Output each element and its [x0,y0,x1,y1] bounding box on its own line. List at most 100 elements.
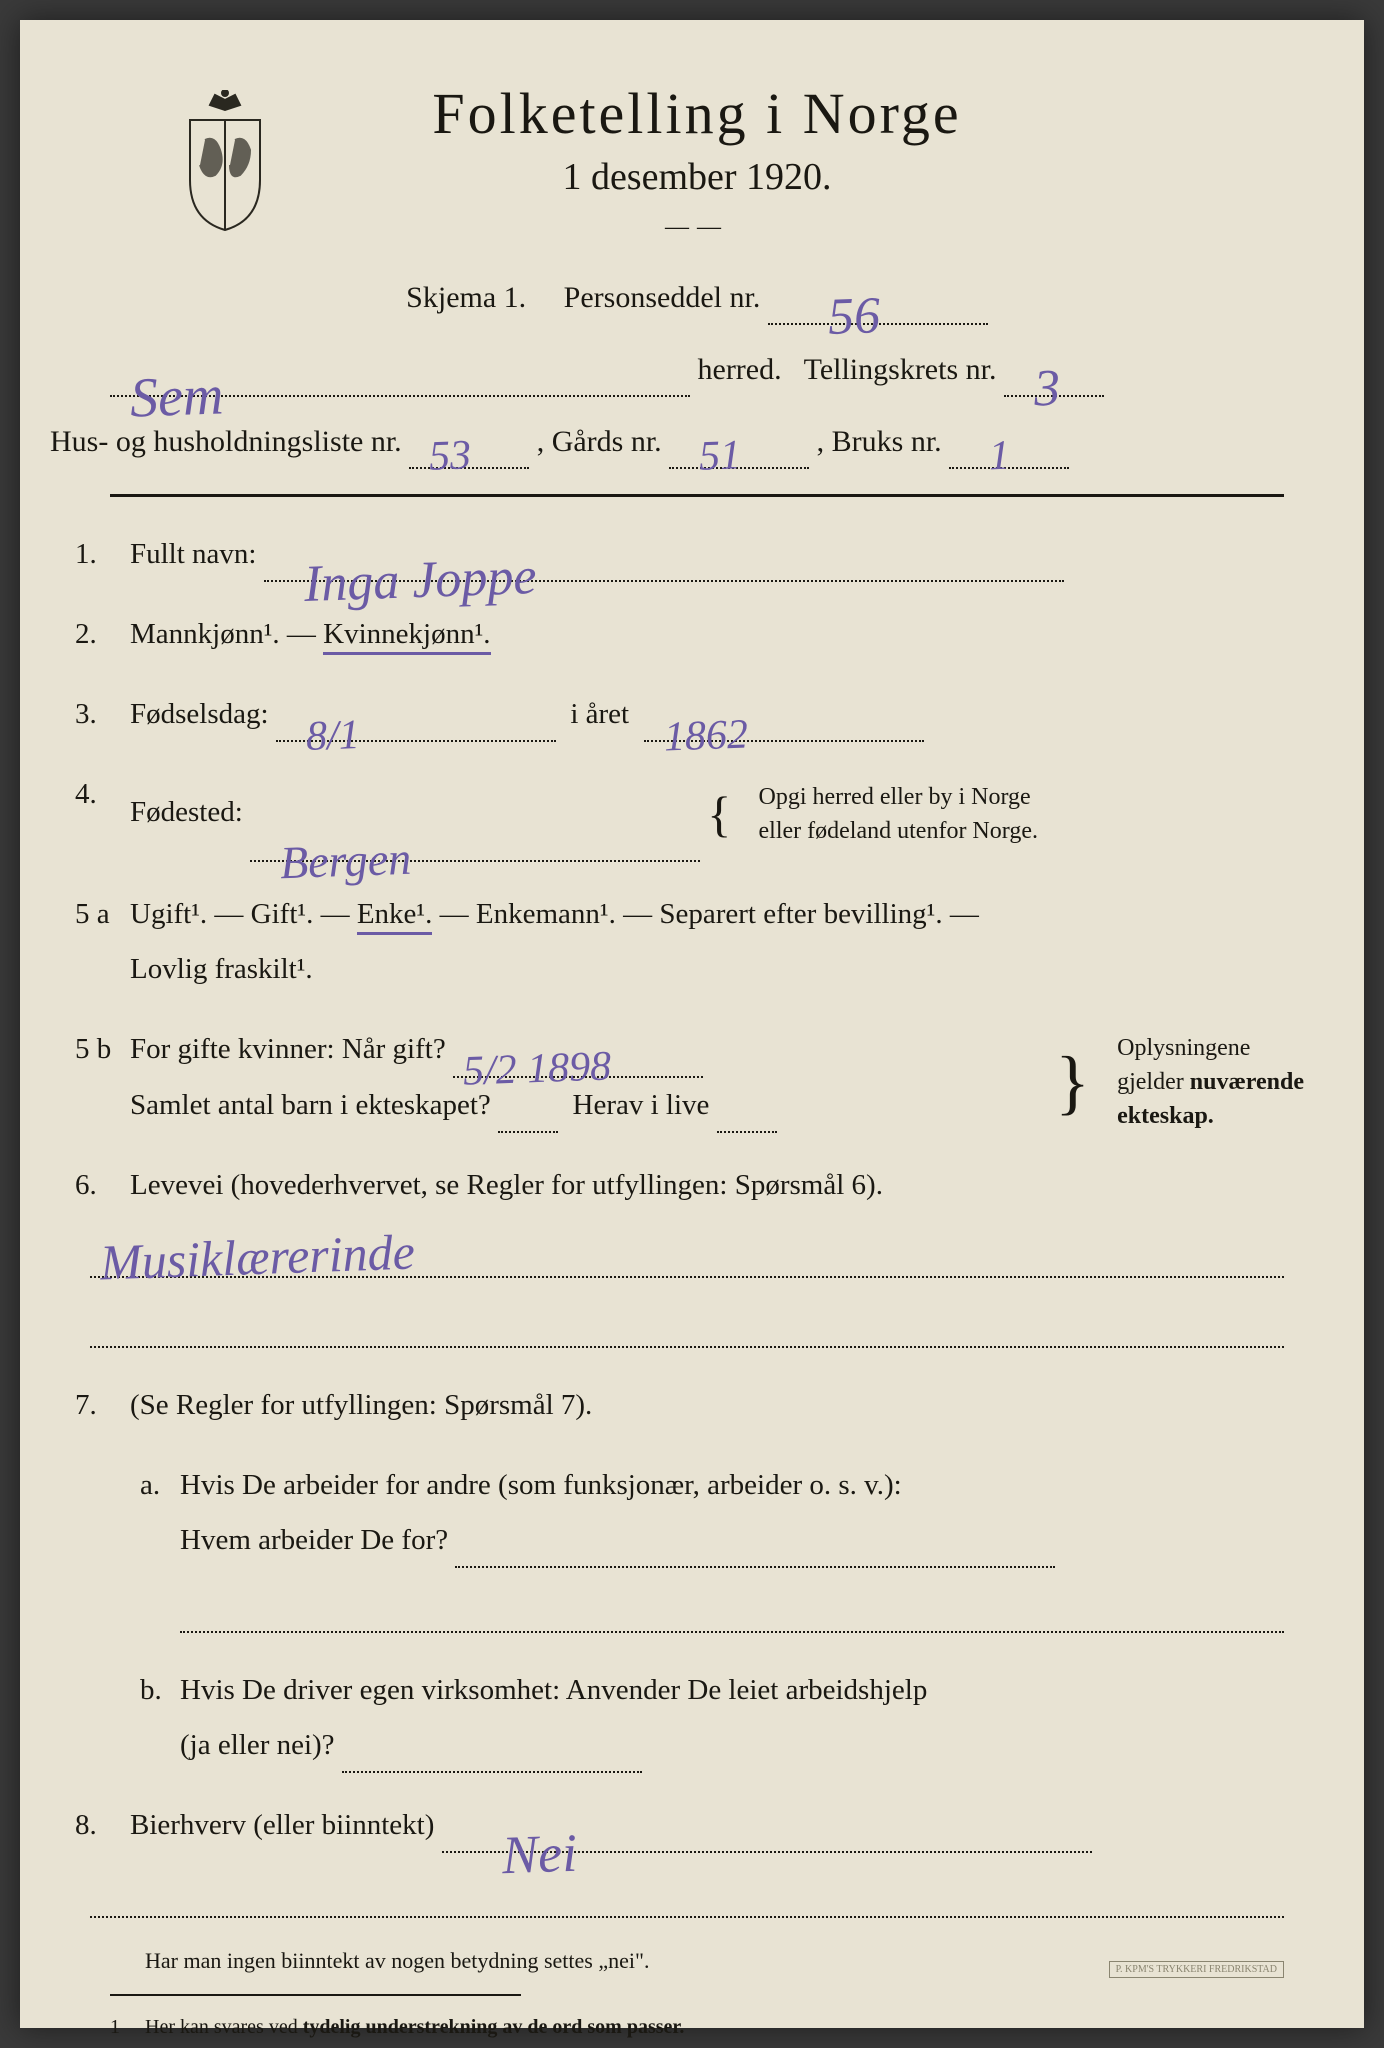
husliste-value: 53 [428,418,473,495]
q5b-field3 [717,1103,777,1133]
husliste-field: 53 [409,439,529,469]
q2-mann: Mannkjønn¹. [130,618,280,650]
census-form-page: Folketelling i Norge 1 desember 1920. ——… [20,20,1364,2028]
question-1: 1. Fullt navn: Inga Joppe [110,527,1284,582]
question-7a: a. Hvis De arbeider for andre (som funks… [110,1458,1284,1568]
tellingskrets-field: 3 [1004,367,1104,397]
gards-value: 51 [698,418,743,495]
q7b-line2: (ja eller nei)? [180,1729,335,1761]
q7b-line1: Hvis De driver egen virksomhet: Anvender… [180,1674,927,1706]
q2-num: 2. [75,607,97,662]
main-title: Folketelling i Norge [110,80,1284,147]
q4-note-line1: Opgi herred eller by i Norge [759,784,1031,810]
q5b-field2 [498,1103,558,1133]
q3-year-field: 1862 [644,712,924,742]
q6-field-2 [90,1308,1284,1348]
q7-num: 7. [75,1378,97,1433]
header-section: Folketelling i Norge 1 desember 1920. —— [110,80,1284,241]
q5b-note: Oplysningene gjelder nuværende ekteskap. [1117,1032,1304,1133]
husliste-line: Hus- og husholdningsliste nr. 53 , Gårds… [50,415,1284,469]
coat-of-arms-icon [170,90,280,240]
question-6: 6. Levevei (hovederhvervet, se Regler fo… [110,1158,1284,1213]
skjema-label: Skjema 1. [406,281,526,314]
q7a-field-2 [180,1593,1284,1633]
q7b-field [342,1743,642,1773]
q4-num: 4. [75,767,97,822]
q3-year-value: 1862 [662,696,749,779]
personseddel-field: 56 [768,295,988,325]
question-5b: 5 b For gifte kvinner: Når gift? 5/2 189… [110,1022,1284,1132]
q5a-ugift: Ugift¹. [130,898,207,930]
q8-field: Nei [442,1823,1092,1853]
question-4: 4. Fødested: Bergen { Opgi herred eller … [110,767,1284,862]
q8-field-2 [90,1878,1284,1918]
q5a-enkemann: Enkemann¹. [476,898,616,930]
q7a-line2: Hvem arbeider De for? [180,1524,448,1556]
q5b-note2: gjelder nuværende [1117,1069,1304,1095]
subtitle: 1 desember 1920. [110,155,1284,199]
q3-mid: i året [570,698,629,730]
q4-note-line2: eller fødeland utenfor Norge. [759,818,1038,844]
herred-line: Sem herred. Tellingskrets nr. 3 [110,343,1284,397]
question-2: 2. Mannkjønn¹. — Kvinnekjønn¹. [110,607,1284,662]
herred-field: Sem [110,367,690,397]
q5b-note1: Oplysningene [1117,1035,1250,1061]
q2-dash: — [287,618,323,650]
q5b-num: 5 b [75,1022,111,1077]
bruks-label: , Bruks nr. [817,425,942,458]
q5a-fraskilt: Lovlig fraskilt¹. [130,953,313,985]
q5b-field1: 5/2 1898 [453,1048,703,1078]
footnote-divider [110,1994,521,1996]
brace-icon: { [707,767,731,862]
skjema-line: Skjema 1. Personseddel nr. 56 [110,271,1284,325]
q1-label: Fullt navn: [130,538,256,570]
q6-num: 6. [75,1158,97,1213]
q5a-gift: Gift¹. [251,898,314,930]
q5b-value1: 5/2 1898 [462,1027,613,1112]
q1-num: 1. [75,527,97,582]
question-7b: b. Hvis De driver egen virksomhet: Anven… [110,1663,1284,1773]
q2-kvinne: Kvinnekjønn¹. [323,618,490,655]
q5a-separert: Separert efter bevilling¹. [659,898,942,930]
question-7: 7. (Se Regler for utfyllingen: Spørsmål … [110,1378,1284,1433]
herred-label: herred. [698,353,782,386]
q7a-field [455,1538,1055,1568]
q7a-line1: Hvis De arbeider for andre (som funksjon… [180,1469,902,1501]
q4-field: Bergen [250,832,700,862]
q7a-letter: a. [140,1458,160,1513]
q6-value: Musiklærerinde [99,1222,416,1291]
question-3: 3. Fødselsdag: 8/1 i året 1862 [110,687,1284,742]
tellingskrets-label: Tellingskrets nr. [804,353,997,386]
husliste-label: Hus- og husholdningsliste nr. [50,425,402,458]
gards-label: , Gårds nr. [537,425,662,458]
q3-num: 3. [75,687,97,742]
question-8: 8. Bierhverv (eller biinntekt) Nei [110,1798,1284,1853]
printer-mark: P. KPM'S TRYKKERI FREDRIKSTAD [1109,1961,1284,1978]
gards-field: 51 [669,439,809,469]
footnote-2-text: Her kan svares ved tydelig understreknin… [145,2016,684,2038]
divider-line [110,494,1284,497]
q5b-note3: ekteskap. [1117,1103,1214,1129]
footnote-2: 1 Her kan svares ved tydelig understrekn… [110,2016,1284,2039]
q5a-enke: Enke¹. [357,898,433,935]
divider: —— [110,214,1284,241]
brace-icon: } [1055,1054,1090,1112]
q5b-label1: For gifte kvinner: Når gift? [130,1033,446,1065]
q7b-letter: b. [140,1663,162,1718]
q6-field: Musiklærerinde [90,1238,1284,1278]
q3-label: Fødselsdag: [130,698,269,730]
bruks-field: 1 [949,439,1069,469]
q8-label: Bierhverv (eller biinntekt) [130,1809,434,1841]
q3-day-field: 8/1 [276,712,556,742]
q4-label: Fødested: [130,796,243,828]
q7-label: (Se Regler for utfyllingen: Spørsmål 7). [130,1389,592,1421]
q1-field: Inga Joppe [264,552,1064,582]
question-5a: 5 a Ugift¹. — Gift¹. — Enke¹. — Enkemann… [110,887,1284,997]
personseddel-label: Personseddel nr. [564,281,761,314]
q5b-label2: Samlet antal barn i ekteskapet? [130,1089,491,1121]
q4-note: Opgi herred eller by i Norge eller fødel… [759,781,1038,848]
footnote-2-num: 1 [110,2016,140,2039]
q3-day-value: 8/1 [304,696,360,778]
q6-label: Levevei (hovederhvervet, se Regler for u… [130,1169,883,1201]
q5a-num: 5 a [75,887,110,942]
